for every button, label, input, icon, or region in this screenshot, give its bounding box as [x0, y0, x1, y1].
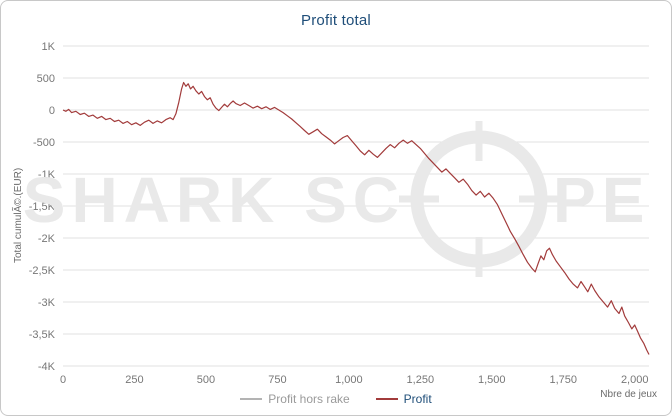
svg-text:1,250: 1,250 [407, 374, 435, 386]
svg-text:1,750: 1,750 [549, 374, 577, 386]
svg-text:-1,5K: -1,5K [29, 201, 56, 213]
legend-label-profit: Profit [403, 392, 432, 406]
svg-text:1,500: 1,500 [478, 374, 506, 386]
svg-text:PE: PE [553, 164, 650, 236]
legend-swatch-profit [375, 398, 398, 400]
chart-title: Profit total [301, 12, 371, 29]
legend-item-profit[interactable]: Profit [375, 392, 432, 406]
svg-text:500: 500 [37, 73, 55, 85]
chart-legend: Profit hors rake Profit [1, 392, 671, 406]
svg-text:-1K: -1K [38, 169, 56, 181]
svg-text:2,000: 2,000 [621, 374, 649, 386]
svg-text:-2,5K: -2,5K [29, 265, 56, 277]
legend-label-profit-hors-rake: Profit hors rake [268, 392, 350, 406]
legend-item-profit-hors-rake[interactable]: Profit hors rake [240, 392, 350, 406]
svg-text:SHARK SC: SHARK SC [23, 164, 405, 236]
svg-text:250: 250 [125, 374, 143, 386]
x-axis-title: Nbre de jeux [600, 389, 657, 400]
svg-text:-2K: -2K [38, 233, 56, 245]
svg-text:-3,5K: -3,5K [29, 329, 56, 341]
svg-text:1,000: 1,000 [335, 374, 363, 386]
svg-text:0: 0 [60, 374, 66, 386]
svg-text:-500: -500 [33, 137, 55, 149]
svg-text:-3K: -3K [38, 297, 56, 309]
svg-text:0: 0 [49, 105, 55, 117]
svg-text:500: 500 [197, 374, 215, 386]
svg-text:750: 750 [268, 374, 286, 386]
legend-swatch-profit-hors-rake [240, 398, 263, 400]
svg-text:-4K: -4K [38, 361, 56, 373]
svg-text:1K: 1K [42, 41, 56, 53]
